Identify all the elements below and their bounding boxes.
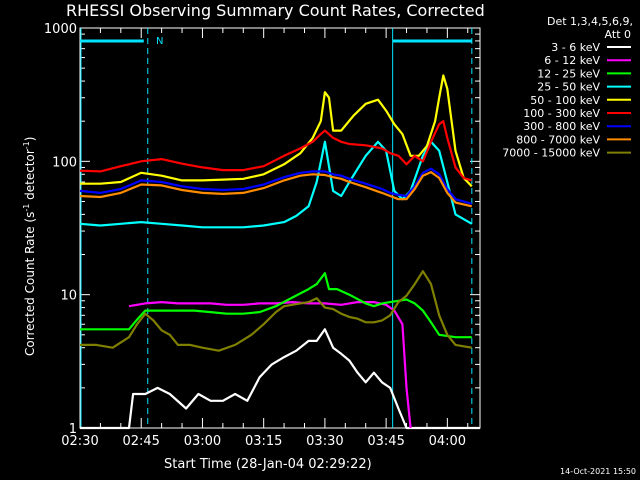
- series-line-2: [128, 301, 412, 429]
- x-tick-label: 03:45: [367, 434, 404, 449]
- legend-label: 6 - 12 keV: [544, 54, 600, 67]
- ylabel-sup-2: -1: [22, 141, 31, 149]
- series-line-9: [80, 270, 472, 352]
- series-line-8: [79, 171, 473, 208]
- ylabel-part-3: ): [23, 137, 37, 142]
- timestamp: 14-Oct-2021 15:50: [560, 467, 636, 476]
- plot-frame: [79, 27, 481, 429]
- legend-header-2: Att 0: [605, 28, 631, 41]
- legend-label: 50 - 100 keV: [530, 94, 600, 107]
- x-axis-label: Start Time (28-Jan-04 02:29:22): [164, 457, 372, 472]
- x-tick-label: 04:00: [429, 434, 466, 449]
- legend-label: 800 - 7000 keV: [516, 133, 600, 146]
- series-line-5: [80, 74, 473, 188]
- series-line-3: [80, 272, 472, 339]
- x-tick-label: 03:15: [245, 434, 282, 449]
- legend-label: 300 - 800 keV: [523, 120, 600, 133]
- night-marker: N: [156, 36, 163, 47]
- legend-label: 100 - 300 keV: [523, 107, 600, 120]
- x-tick-label: 02:30: [61, 434, 98, 449]
- x-tick-label: 02:45: [122, 434, 159, 449]
- legend-label: 25 - 50 keV: [537, 81, 600, 94]
- chart-title: RHESSI Observing Summary Count Rates, Co…: [66, 1, 485, 20]
- ylabel-sup-1: -1: [22, 204, 31, 212]
- series-line-4: [79, 140, 473, 229]
- series-line-7: [79, 167, 473, 205]
- legend-label: 3 - 6 keV: [551, 41, 600, 54]
- y-tick-label: 100: [52, 155, 77, 170]
- legend-header-1: Det 1,3,4,5,6,9,: [547, 15, 633, 28]
- marker-lines: [80, 28, 473, 428]
- legend-label: 7000 - 15000 keV: [502, 147, 600, 160]
- x-tick-label: 03:00: [184, 434, 221, 449]
- ylabel-part-1: Corrected Count Rate (s: [23, 212, 37, 356]
- legend-label: 12 - 25 keV: [537, 67, 600, 80]
- y-tick-label: 10: [60, 289, 77, 304]
- ylabel-part-2: detector: [23, 149, 37, 204]
- x-tick-label: 03:30: [306, 434, 343, 449]
- series-line-6: [79, 120, 473, 182]
- axis-ticks: 02:30 02:45 03:00 03:15 03:30 03:45 04:00 1 10 10…: [44, 22, 480, 449]
- y-tick-label: 1: [69, 422, 77, 437]
- series-group: [79, 74, 480, 430]
- plot-area: 02:30 02:45 03:00 03:15 03:30 03:45 04:00 1 10 10…: [44, 22, 481, 449]
- y-tick-label: 1000: [44, 22, 77, 37]
- y-axis-label: Corrected Count Rate (s-1 detector-1): [22, 137, 37, 356]
- series-line-1: [80, 328, 480, 430]
